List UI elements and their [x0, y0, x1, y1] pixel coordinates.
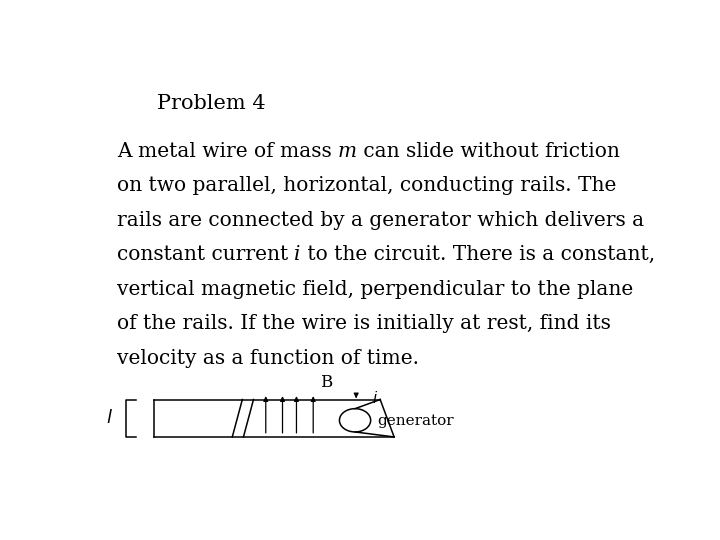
- Text: Problem 4: Problem 4: [157, 94, 266, 113]
- Text: velocity as a function of time.: velocity as a function of time.: [117, 349, 419, 368]
- Text: i: i: [294, 245, 301, 264]
- Text: $i$: $i$: [372, 390, 378, 406]
- Text: generator: generator: [377, 414, 454, 428]
- Text: vertical magnetic field, perpendicular to the plane: vertical magnetic field, perpendicular t…: [117, 280, 633, 299]
- Text: to the circuit. There is a constant,: to the circuit. There is a constant,: [301, 245, 655, 264]
- Text: m: m: [338, 141, 357, 161]
- Text: of the rails. If the wire is initially at rest, find its: of the rails. If the wire is initially a…: [117, 314, 611, 333]
- Text: constant current: constant current: [117, 245, 294, 264]
- Text: B: B: [320, 374, 333, 391]
- Text: rails are connected by a generator which delivers a: rails are connected by a generator which…: [117, 211, 644, 229]
- Text: can slide without friction: can slide without friction: [357, 141, 620, 161]
- Text: on two parallel, horizontal, conducting rails. The: on two parallel, horizontal, conducting …: [117, 176, 616, 195]
- Text: A metal wire of mass: A metal wire of mass: [117, 141, 338, 161]
- Text: $l$: $l$: [106, 409, 113, 427]
